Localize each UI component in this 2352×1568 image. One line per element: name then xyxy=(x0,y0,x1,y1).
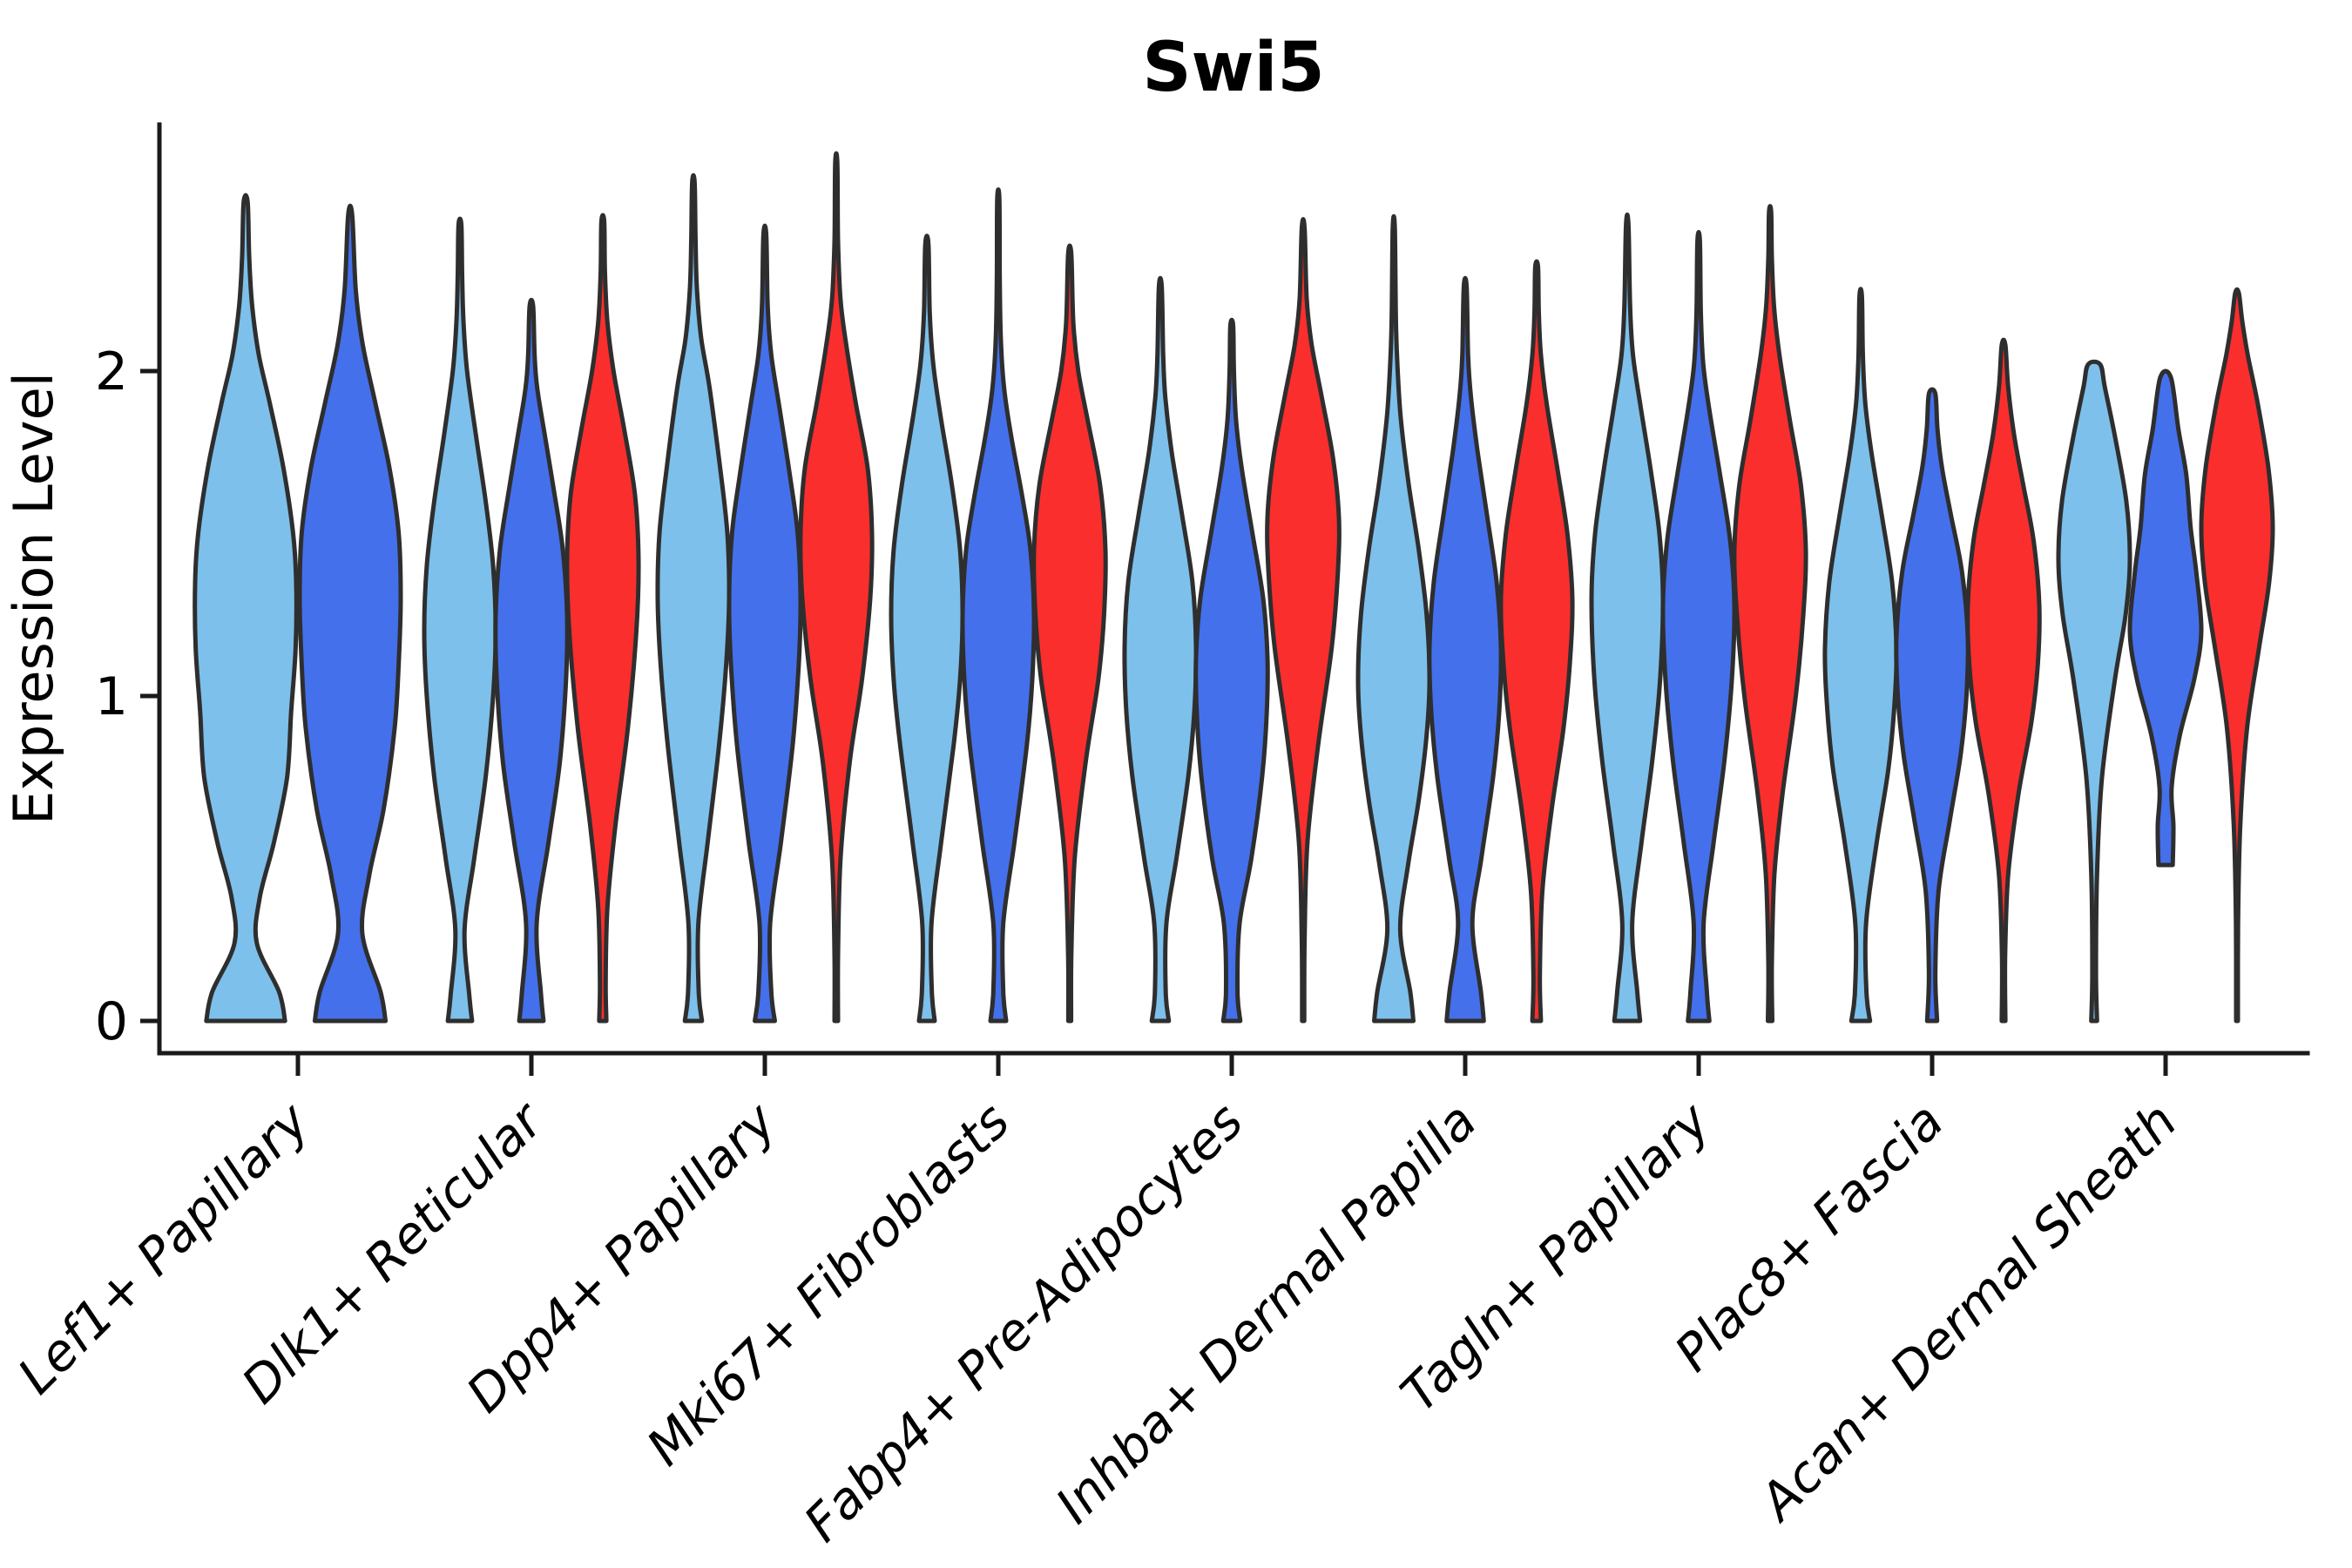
y-axis-label: Expression Level xyxy=(2,372,65,825)
violin-dlk1-reticular-dark-blue xyxy=(493,297,570,1024)
y-tick-label: 0 xyxy=(95,991,128,1052)
violin-fabp4-pre-adipocytes-light-blue xyxy=(1122,275,1199,1024)
violin-dpp4-papillary-light-blue xyxy=(655,172,732,1024)
violin-fabp4-pre-adipocytes-red xyxy=(1265,217,1342,1024)
y-axis-ticks: 0 1 2 xyxy=(95,341,159,1052)
violin-acan-dermal-sheath-red xyxy=(2199,287,2275,1024)
violin-plac8-fascia-red xyxy=(1965,337,2042,1024)
violin-inhba-dermal-papilla-light-blue xyxy=(1355,213,1432,1024)
violin-bodies xyxy=(193,151,2275,1024)
violin-plac8-fascia-dark-blue xyxy=(1894,387,1970,1024)
violin-acan-dermal-sheath-light-blue xyxy=(2056,359,2132,1024)
violin-plac8-fascia-light-blue xyxy=(1822,287,1899,1024)
violin-dpp4-papillary-dark-blue xyxy=(727,223,803,1024)
violin-dlk1-reticular-light-blue xyxy=(422,216,498,1024)
violin-mki67-fibroblasts-light-blue xyxy=(889,233,965,1024)
violin-tagln-papillary-dark-blue xyxy=(1660,230,1737,1024)
violin-dlk1-reticular-red xyxy=(564,213,641,1024)
violin-lef1-papillary-light-blue xyxy=(193,193,299,1024)
violin-fabp4-pre-adipocytes-dark-blue xyxy=(1193,317,1270,1024)
violin-acan-dermal-sheath-dark-blue xyxy=(2127,368,2204,868)
violin-inhba-dermal-papilla-dark-blue xyxy=(1427,275,1504,1024)
violin-lef1-papillary-dark-blue xyxy=(297,203,403,1024)
chart-title: Swi5 xyxy=(1142,29,1324,107)
violin-mki67-fibroblasts-dark-blue xyxy=(960,187,1037,1024)
axis-spine xyxy=(157,122,2310,1056)
axes-spines xyxy=(157,122,2310,1056)
violin-tagln-papillary-red xyxy=(1732,204,1808,1024)
violin-mki67-fibroblasts-red xyxy=(1031,243,1108,1024)
y-tick-label: 1 xyxy=(95,666,128,727)
violin-tagln-papillary-light-blue xyxy=(1589,212,1666,1024)
violin-dpp4-papillary-red xyxy=(798,151,875,1024)
violin-inhba-dermal-papilla-red xyxy=(1498,259,1575,1024)
y-tick-label: 2 xyxy=(95,341,128,402)
